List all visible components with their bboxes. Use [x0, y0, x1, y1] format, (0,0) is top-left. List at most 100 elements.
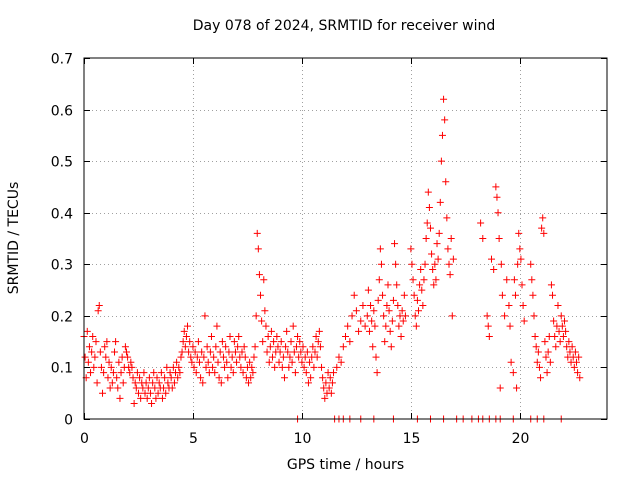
- data-point: [435, 229, 443, 237]
- data-point: [436, 198, 444, 206]
- data-point: [363, 312, 371, 320]
- data-point: [562, 327, 570, 335]
- data-point: [373, 369, 381, 377]
- data-point: [105, 358, 113, 366]
- data-point: [275, 358, 283, 366]
- data-point: [368, 317, 376, 325]
- data-point: [264, 332, 272, 340]
- data-point: [188, 358, 196, 366]
- data-point: [398, 307, 406, 315]
- data-point: [348, 312, 356, 320]
- data-point: [187, 353, 195, 361]
- data-point: [190, 363, 198, 371]
- data-point: [240, 343, 248, 351]
- data-point: [127, 358, 135, 366]
- data-point: [379, 291, 387, 299]
- data-point: [271, 363, 279, 371]
- data-point: [238, 348, 246, 356]
- data-point: [372, 353, 380, 361]
- data-point: [387, 343, 395, 351]
- data-point: [258, 317, 266, 325]
- data-point: [539, 214, 547, 222]
- data-point: [203, 343, 211, 351]
- data-point: [87, 369, 95, 377]
- data-point: [380, 312, 388, 320]
- data-point: [250, 353, 258, 361]
- data-point: [364, 286, 372, 294]
- data-point: [88, 348, 96, 356]
- data-point: [495, 235, 503, 242]
- plot-frame: [83, 57, 608, 420]
- data-point: [287, 338, 295, 346]
- plot-area: [84, 58, 607, 419]
- data-point: [361, 322, 369, 330]
- data-point: [505, 302, 513, 310]
- data-point: [556, 338, 564, 346]
- data-point: [132, 384, 140, 392]
- data-point: [538, 224, 546, 232]
- data-point: [298, 358, 306, 366]
- data-point: [532, 343, 540, 351]
- data-point: [277, 338, 285, 346]
- data-point: [246, 358, 254, 366]
- data-point: [382, 322, 390, 330]
- data-point: [551, 332, 559, 340]
- data-point: [285, 363, 293, 371]
- data-point: [267, 327, 275, 335]
- data-point: [191, 348, 199, 356]
- data-point: [547, 281, 555, 289]
- data-point: [408, 260, 416, 268]
- data-point: [574, 369, 582, 377]
- data-point: [529, 291, 537, 299]
- data-point: [335, 353, 343, 361]
- data-point: [385, 307, 393, 315]
- data-point: [154, 389, 162, 397]
- data-point: [150, 369, 158, 377]
- data-point: [221, 363, 229, 371]
- data-point: [498, 291, 506, 299]
- data-point: [306, 358, 314, 366]
- data-point: [311, 348, 319, 356]
- data-point: [444, 245, 452, 253]
- data-point: [189, 343, 197, 351]
- data-point: [541, 338, 549, 346]
- data-point: [136, 374, 144, 382]
- data-point: [194, 338, 202, 346]
- data-point: [148, 400, 156, 408]
- data-point: [409, 276, 417, 284]
- data-point: [201, 312, 209, 320]
- data-point: [292, 343, 300, 351]
- data-point: [420, 276, 428, 284]
- data-point: [276, 348, 284, 356]
- data-point: [262, 322, 270, 330]
- data-point: [304, 379, 312, 387]
- data-point: [318, 363, 326, 371]
- data-point: [153, 374, 161, 382]
- data-point: [507, 358, 515, 366]
- data-point: [206, 348, 214, 356]
- data-point: [213, 322, 221, 330]
- data-point: [447, 235, 455, 242]
- data-point: [253, 229, 261, 237]
- data-point: [550, 317, 558, 325]
- data-point: [517, 255, 525, 263]
- data-point: [121, 343, 129, 351]
- data-point: [112, 338, 120, 346]
- data-point: [514, 260, 522, 268]
- data-point: [94, 307, 102, 315]
- data-point: [85, 343, 93, 351]
- data-point: [394, 302, 402, 310]
- data-point: [229, 369, 237, 377]
- data-point: [268, 353, 276, 361]
- data-point: [109, 369, 117, 377]
- data-point: [212, 343, 220, 351]
- data-point: [534, 348, 542, 356]
- data-point: [516, 245, 524, 253]
- data-point: [572, 358, 580, 366]
- data-point: [309, 343, 317, 351]
- data-point: [161, 374, 169, 382]
- data-point: [307, 374, 315, 382]
- x-tick-label: 0: [80, 431, 89, 447]
- data-point: [559, 332, 567, 340]
- data-point: [319, 374, 327, 382]
